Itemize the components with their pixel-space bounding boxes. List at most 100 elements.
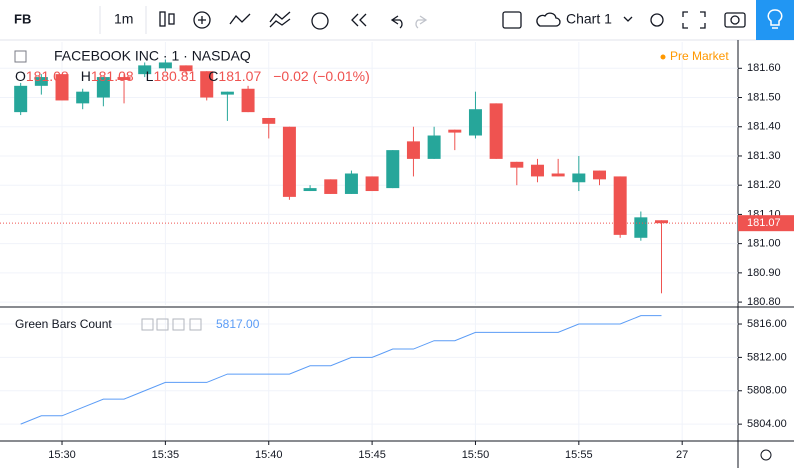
- screenshot-icon[interactable]: [724, 12, 746, 28]
- candle-body: [324, 179, 338, 194]
- candle-body: [655, 220, 669, 224]
- idea-icon: [767, 9, 783, 29]
- y-tick-label: 5812.00: [747, 351, 787, 363]
- ohlc-value: 180.81: [153, 68, 196, 84]
- alert-icon[interactable]: [311, 12, 329, 30]
- symbol-title: FACEBOOK INC · 1 · NASDAQ: [54, 48, 251, 64]
- ohlc-label: L: [146, 68, 154, 84]
- candle-body: [200, 71, 214, 98]
- candle-body: [262, 117, 276, 124]
- candle-body: [96, 77, 110, 98]
- y-tick-label: 5808.00: [747, 385, 787, 397]
- settings-icon[interactable]: [650, 13, 664, 27]
- candle-body: [510, 161, 524, 168]
- y-tick-label: 181.40: [747, 121, 781, 133]
- undo-icon[interactable]: [390, 15, 403, 29]
- layout-name[interactable]: Chart 1: [566, 11, 612, 27]
- settings-icon[interactable]: [760, 449, 772, 461]
- interval-button[interactable]: 1m: [114, 11, 133, 27]
- indicator-icon: [198, 16, 206, 24]
- candle-icon[interactable]: [168, 13, 175, 25]
- candle-body: [448, 129, 462, 133]
- redo-icon[interactable]: [415, 15, 428, 29]
- candle-body: [613, 176, 627, 235]
- candle-body: [572, 173, 586, 183]
- candle-body: [386, 150, 400, 189]
- symbol[interactable]: FB: [14, 11, 31, 26]
- indicator-button[interactable]: [156, 318, 169, 331]
- x-tick-label: 15:55: [565, 449, 593, 461]
- plot: 180.80180.90181.00181.10181.20181.30181.…: [0, 40, 794, 468]
- x-tick-label: 15:35: [152, 449, 180, 461]
- y-tick-label: 181.50: [747, 91, 781, 103]
- idea-button[interactable]: [756, 0, 794, 40]
- toolbar: FB 1m Chart 1: [0, 0, 794, 41]
- indicator-button[interactable]: [141, 318, 154, 331]
- screenshot-icon: [730, 15, 740, 25]
- candle-body: [427, 135, 441, 159]
- candle-body: [282, 126, 296, 197]
- ohlc-label: O: [15, 68, 26, 84]
- collapse-icon[interactable]: [14, 50, 27, 63]
- y-tick-label: 180.80: [747, 296, 781, 308]
- candle-body: [117, 77, 131, 80]
- y-tick-label: 180.90: [747, 267, 781, 279]
- candle-icon[interactable]: [159, 11, 166, 27]
- ohlc-value: 181.08: [91, 68, 134, 84]
- cloud-icon[interactable]: [536, 12, 561, 27]
- candle-body: [241, 88, 255, 113]
- candle-body: [158, 62, 172, 69]
- candle-body: [55, 74, 69, 101]
- candle-body: [530, 164, 544, 177]
- candle-body: [76, 91, 90, 104]
- indicator-controls: [141, 318, 202, 331]
- y-tick-label: 181.00: [747, 238, 781, 250]
- y-tick-label: 181.30: [747, 150, 781, 162]
- template-icon[interactable]: [269, 11, 291, 28]
- y-tick-label: 181.60: [747, 62, 781, 74]
- ohlc-label: C: [208, 68, 218, 84]
- session-dot: [660, 54, 666, 60]
- candle-body: [303, 188, 317, 192]
- candle-body: [14, 85, 28, 113]
- last-price-label: 181.07: [747, 217, 781, 229]
- fullscreen-icon[interactable]: [682, 11, 706, 29]
- candle-body: [489, 103, 503, 159]
- candle-body: [179, 65, 193, 72]
- x-tick-label: 27: [676, 449, 688, 461]
- ohlc-label: H: [81, 68, 91, 84]
- indicator-title: Green Bars Count: [15, 317, 112, 331]
- candle-body: [634, 217, 648, 238]
- ohlc-value: 181.08: [26, 68, 69, 84]
- y-tick-label: 5804.00: [747, 418, 787, 430]
- dropdown-icon[interactable]: [623, 16, 633, 22]
- y-tick-label: 181.20: [747, 179, 781, 191]
- candle-body: [344, 173, 358, 194]
- x-tick-label: 15:50: [462, 449, 490, 461]
- chart-legend: FACEBOOK INC · 1 · NASDAQ Pre Market O18…: [14, 48, 729, 331]
- tool-icons: [159, 11, 746, 30]
- indicator-button[interactable]: [189, 318, 202, 331]
- candle-body: [220, 91, 234, 95]
- session-label: Pre Market: [670, 49, 729, 63]
- ohlc-change: −0.02 (−0.01%): [273, 68, 370, 84]
- candle-body: [365, 176, 379, 192]
- indicator-button[interactable]: [172, 318, 185, 331]
- x-tick-label: 15:30: [48, 449, 76, 461]
- indicator-line: [20, 315, 662, 425]
- ohlc-legend: O181.08 H181.08 L180.81 C181.07 −0.02 (−0.01…: [15, 68, 370, 84]
- ohlc-value: 181.07: [218, 68, 261, 84]
- replay-icon[interactable]: [351, 13, 367, 27]
- x-tick-label: 15:40: [255, 449, 283, 461]
- candle-body: [406, 141, 420, 159]
- candle-body: [34, 77, 48, 86]
- last-price-badge: [738, 215, 794, 232]
- candle-body: [551, 173, 565, 177]
- indicator-icon[interactable]: [193, 11, 211, 29]
- indicator-value: 5817.00: [216, 317, 260, 331]
- compare-icon[interactable]: [229, 13, 251, 25]
- layout-icon[interactable]: [502, 11, 522, 29]
- y-tick-label: 5816.00: [747, 318, 787, 330]
- candle-body: [138, 65, 152, 75]
